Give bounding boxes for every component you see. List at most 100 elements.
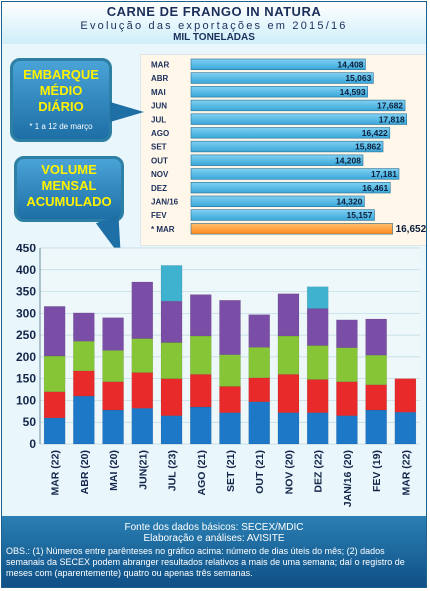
stacked-bar-segment: [160, 415, 183, 445]
hbar-bar: [190, 182, 391, 194]
stacked-bar-segment: [43, 417, 66, 445]
hbar-value-label: 14,593: [340, 87, 366, 97]
callout-daily-pointer: [110, 102, 144, 122]
hbar-value-label: 14,408: [337, 60, 363, 70]
hbar-bar: [190, 127, 391, 139]
x-tick-label: NOV (20): [283, 450, 295, 494]
x-tick-label: JUN(21): [137, 450, 149, 490]
x-tick-label: DEZ (22): [313, 450, 325, 493]
hbar-bar: [190, 168, 400, 180]
page-subtitle: Evolução das exportações em 2015/16: [80, 20, 348, 32]
stacked-bar-segment: [365, 384, 387, 411]
stacked-bar-segment: [189, 374, 212, 408]
x-tick-label: MAR (22): [400, 450, 412, 496]
x-tick-label: OUT (21): [254, 450, 266, 494]
stacked-bar-segment: [189, 294, 212, 337]
y-tick-label: 50: [23, 415, 37, 429]
stacked-bar-segment: [189, 335, 212, 375]
stacked-bar-segment: [73, 370, 95, 397]
stacked-bar-segment: [365, 318, 387, 356]
notes-line: OBS.: (1) Números entre parênteses no gr…: [6, 546, 405, 578]
stacked-bar-segment: [365, 354, 387, 386]
stacked-bar-segment: [248, 314, 271, 348]
x-tick-label: JAN/16 (20): [342, 450, 354, 507]
stacked-bar-segment: [336, 415, 358, 445]
stacked-bar-segment: [219, 354, 241, 387]
hbar-bar: [190, 113, 407, 125]
stacked-bar-segment: [131, 372, 154, 409]
stacked-bar-segment: [102, 350, 124, 382]
hbar-value-label: 15,063: [345, 73, 371, 83]
hbar-category-label: MAI: [151, 88, 166, 97]
callout-monthly-line1: VOLUME: [41, 162, 97, 177]
stacked-bar-segment: [160, 378, 183, 416]
x-tick-label: SET (21): [225, 450, 237, 492]
hbar-bar: [190, 72, 374, 84]
hbar-category-label: JAN/16: [151, 198, 179, 207]
x-tick-label: AGO (21): [196, 450, 208, 496]
analysis-line: Elaboração e análises: AVISITE: [143, 533, 285, 544]
y-tick-label: 350: [16, 285, 36, 299]
monthly-volume-chart: 0 50 100 150 200 250 300 350 400 450 MAR (22) ABR (…: [16, 244, 420, 507]
hbar-category-label: AGO: [151, 129, 169, 138]
stacked-bar-segment: [248, 401, 271, 445]
stacked-bar-segment: [189, 406, 212, 445]
stacked-bar-segment: [277, 374, 300, 413]
y-tick-label: 100: [16, 393, 36, 407]
hbar-value-label: 17,682: [377, 101, 403, 111]
source-line: Fonte dos dados básicos: SECEX/MDIC: [124, 522, 304, 533]
stacked-bar-segment: [394, 378, 417, 413]
stacked-bar-segment: [102, 409, 124, 445]
stacked-bar-segment: [102, 317, 124, 351]
hbar-value-label: 16,652: [396, 224, 427, 235]
stacked-bar-segment: [43, 355, 66, 392]
stacked-bar-segment: [131, 408, 154, 445]
hbar-category-label: JUN: [151, 102, 167, 111]
stacked-bar-segment: [43, 306, 66, 357]
callout-monthly-line2: MENSAL: [41, 178, 97, 193]
y-tick-label: 150: [16, 372, 36, 386]
x-tick-label: MAI (20): [108, 450, 120, 491]
callout-monthly: VOLUME MENSAL ACUMULADO: [14, 156, 124, 222]
stacked-bar-segment: [102, 381, 124, 411]
x-tick-label: FEV (19): [371, 450, 383, 492]
stacked-bar-segment: [131, 338, 154, 373]
stacked-bar-segment: [160, 342, 183, 379]
daily-shipment-panel: MAR 14,408 ABR 15,063 MAI 14,593 JUN 17,682 JUL 1…: [140, 54, 427, 246]
stacked-bar-segment: [336, 381, 358, 416]
stacked-bar-segment: [394, 411, 417, 445]
hbar-bar: [190, 140, 384, 153]
x-tick-label: JUL (23): [167, 450, 179, 491]
hbar-bar: [190, 58, 366, 70]
stacked-bar-segment: [219, 412, 241, 445]
hbar-value-label: 15,862: [355, 142, 381, 152]
hbar-category-label: OUT: [151, 156, 168, 165]
stacked-bar-segment: [248, 377, 271, 403]
y-tick-label: 300: [16, 306, 36, 320]
hbar-bar: [190, 99, 406, 112]
stacked-bar-segment: [277, 293, 300, 337]
unit-label: MIL TONELADAS: [173, 32, 255, 43]
stacked-bar-segment: [336, 347, 358, 382]
x-tick-label: ABR (20): [79, 450, 91, 494]
hbar-category-label: * MAR: [151, 225, 175, 234]
hbar-bar: [190, 154, 364, 166]
stacked-bar-segment: [43, 391, 66, 419]
callout-daily-note: * 1 a 12 de março: [29, 122, 93, 131]
hbar-category-label: NOV: [151, 170, 169, 179]
y-tick-label: 250: [16, 328, 36, 342]
page-title: CARNE DE FRANGO IN NATURA: [106, 4, 322, 19]
hbar-value-label: 17,818: [379, 114, 405, 124]
stacked-bar-segment: [306, 308, 329, 346]
hbar-bar: [190, 209, 375, 221]
callout-monthly-line3: ACUMULADO: [26, 194, 112, 209]
stacked-bar-segment: [73, 340, 95, 372]
hbar-value-label: 14,320: [336, 197, 362, 207]
hbar-value-label: 17,181: [371, 169, 397, 179]
hbar-bar: [190, 195, 365, 207]
hbar-value-label: 16,422: [362, 128, 388, 138]
stacked-bar-segment: [365, 409, 387, 445]
daily-shipment-chart: MAR 14,408 ABR 15,063 MAI 14,593 JUN 17,682 JUL 1…: [151, 58, 427, 235]
stacked-bar-segment: [306, 286, 329, 309]
